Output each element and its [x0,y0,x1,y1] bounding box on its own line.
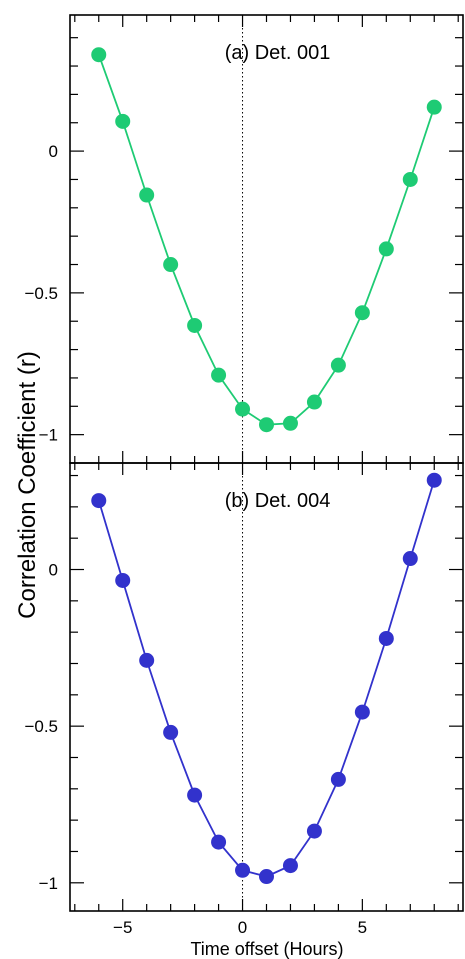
data-point [330,357,346,373]
y-tick-label: 0 [49,142,58,161]
data-point [211,834,227,850]
data-point [259,417,274,433]
y-tick-label: 0 [49,561,58,580]
data-point [282,415,298,431]
data-point [235,862,251,878]
panel-a: 0 −0.5 −1 (a) Det. 001 [24,14,464,464]
data-point [187,317,203,333]
data-point [235,401,251,417]
data-point [306,823,322,839]
data-point [163,724,179,740]
series-line [97,479,436,878]
data-point [402,171,418,187]
data-point [187,787,203,803]
data-point [378,630,394,646]
data-point [426,472,442,488]
data-point [139,187,155,203]
data-point [115,572,131,588]
data-point [426,99,442,115]
panel-title: (a) Det. 001 [225,42,331,64]
data-point [115,113,131,129]
y-tick-label: −1 [39,426,58,445]
data-point [354,305,370,321]
data-point [163,257,179,273]
data-point [259,869,274,885]
y-tick-label: −1 [39,874,58,893]
data-point [91,493,107,509]
y-tick-label: −0.5 [24,717,58,736]
data-point [354,704,370,720]
plot-frame [69,14,464,464]
data-point [306,394,322,410]
plot-frame [69,462,464,912]
x-tick-label: 0 [238,918,247,937]
panel-b: 0 −0.5 −1 −5 0 5 (b) Det. 004 [24,462,464,937]
data-point [330,771,346,787]
data-point [378,241,394,257]
y-tick-label: −0.5 [24,284,58,303]
data-point [139,652,155,668]
y-axis-label: Correlation Coefficient (r) [14,351,41,619]
panel-title: (b) Det. 004 [225,490,331,512]
x-tick-label: −5 [113,918,132,937]
data-point [211,367,227,383]
series-line [97,54,436,426]
data-point [282,858,298,874]
data-point [91,47,107,63]
data-point [402,551,418,567]
x-axis-label: Time offset (Hours) [190,939,343,959]
x-tick-label: 5 [358,918,367,937]
